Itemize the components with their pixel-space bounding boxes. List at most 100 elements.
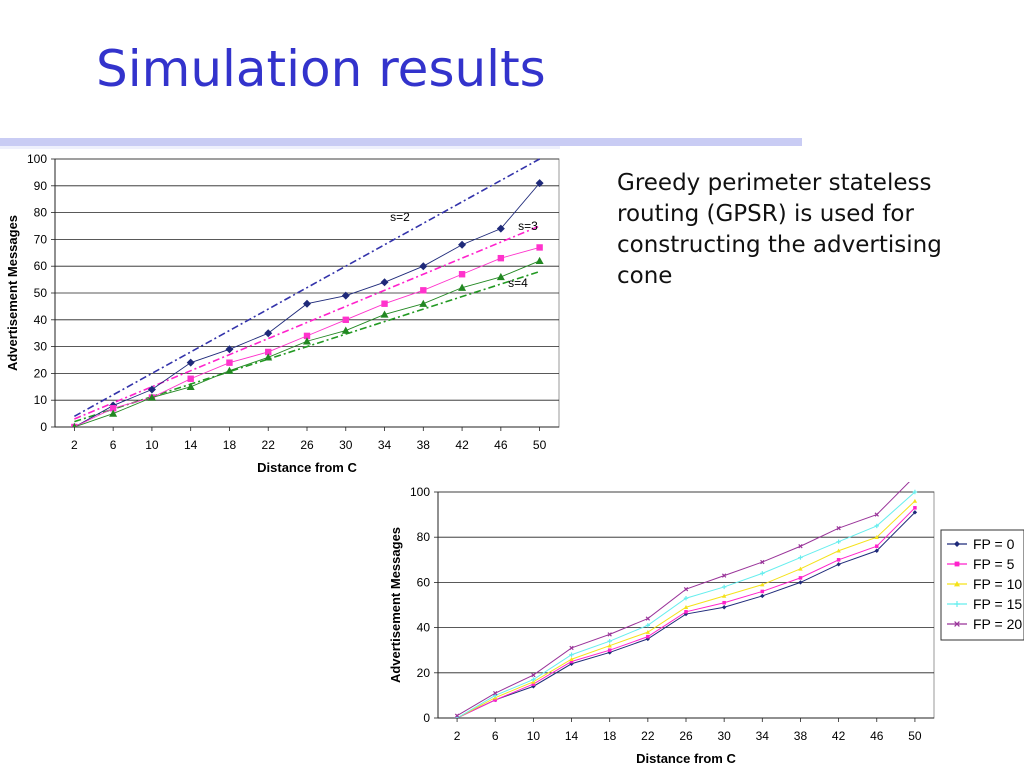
legend-label: FP = 0 [973, 536, 1015, 552]
x-tick-label: 2 [71, 438, 78, 452]
data-point [531, 677, 536, 682]
data-point [874, 548, 879, 553]
data-point [186, 358, 195, 367]
data-point [341, 326, 350, 334]
data-point [569, 657, 574, 661]
data-point [646, 634, 650, 639]
data-point [607, 632, 612, 637]
data-point [303, 337, 311, 345]
data-point [912, 498, 918, 503]
y-tick-label: 10 [34, 393, 48, 407]
y-axis-title: Advertisement Messages [388, 527, 403, 683]
data-point [536, 244, 543, 251]
data-point [760, 571, 765, 576]
data-point [798, 544, 803, 549]
x-tick-label: 42 [455, 438, 469, 452]
x-tick-label: 26 [300, 438, 314, 452]
data-point [72, 423, 77, 427]
data-point [419, 299, 428, 307]
data-point [760, 559, 765, 565]
data-point [531, 682, 536, 686]
data-point [760, 593, 765, 599]
data-point [569, 652, 574, 657]
data-point [836, 558, 841, 562]
data-point [420, 287, 427, 294]
data-point [722, 600, 726, 605]
x-tick-label: 30 [339, 438, 353, 452]
data-point [380, 310, 389, 318]
data-point [303, 299, 311, 308]
y-tick-label: 50 [34, 286, 48, 300]
x-tick-label: 30 [717, 729, 731, 743]
x-tick-label: 22 [641, 729, 655, 743]
y-tick-label: 30 [34, 340, 48, 354]
data-point [380, 278, 389, 287]
data-point [458, 271, 466, 278]
data-point [913, 506, 917, 510]
data-point [836, 539, 841, 544]
x-axis-title: Distance from C [636, 751, 736, 766]
data-point [225, 345, 234, 354]
x-tick-label: 34 [378, 438, 392, 452]
data-point [496, 224, 505, 233]
y-tick-label: 60 [34, 259, 48, 273]
data-point [874, 512, 879, 517]
x-tick-label: 26 [679, 729, 693, 743]
y-tick-label: 70 [34, 232, 48, 246]
reference-line-s=3 [74, 225, 540, 420]
data-point [264, 353, 273, 361]
data-point [798, 555, 803, 560]
reference-line-s=2 [73, 158, 541, 417]
x-tick-label: 2 [454, 729, 461, 743]
title-divider-shadow [0, 146, 560, 149]
y-tick-label: 90 [34, 179, 48, 193]
y-tick-label: 0 [40, 420, 47, 434]
x-axis-title: Distance from C [257, 460, 357, 475]
data-point [683, 596, 689, 601]
y-tick-label: 80 [417, 530, 431, 544]
x-tick-label: 46 [494, 438, 508, 452]
data-point [147, 393, 156, 401]
data-point [569, 659, 574, 664]
x-tick-label: 10 [527, 729, 541, 743]
x-tick-label: 50 [533, 438, 547, 452]
data-point [607, 650, 612, 655]
y-tick-label: 60 [417, 575, 431, 589]
data-point [721, 573, 727, 578]
data-point [458, 283, 467, 291]
data-point [264, 329, 273, 338]
data-point [109, 405, 117, 412]
data-point [913, 474, 917, 478]
data-point [683, 586, 689, 592]
data-point [836, 525, 841, 531]
data-point [607, 638, 612, 644]
plot-series [454, 474, 918, 718]
data-point [535, 256, 544, 265]
data-point [342, 316, 349, 323]
x-tick-label: 42 [832, 729, 846, 743]
data-point [721, 584, 727, 590]
y-axis-title: Advertisement Messages [5, 215, 20, 371]
x-tick-label: 46 [870, 729, 884, 743]
legend-label: FP = 5 [973, 556, 1015, 572]
x-tick-label: 10 [145, 438, 159, 452]
data-point [645, 616, 651, 621]
data-point [531, 672, 536, 678]
legend-marker [954, 541, 960, 547]
y-tick-label: 0 [423, 711, 430, 725]
x-tick-label: 38 [417, 438, 431, 452]
data-point [645, 636, 651, 642]
data-point [607, 648, 612, 652]
data-point [265, 348, 272, 356]
data-point [645, 629, 651, 634]
data-point [419, 262, 428, 271]
data-point [381, 300, 388, 307]
y-tick-label: 20 [34, 366, 48, 380]
x-tick-label: 22 [262, 438, 276, 452]
data-point [535, 179, 544, 188]
data-point [760, 589, 765, 594]
data-point [303, 332, 311, 340]
slide-title: Simulation results [96, 40, 546, 98]
